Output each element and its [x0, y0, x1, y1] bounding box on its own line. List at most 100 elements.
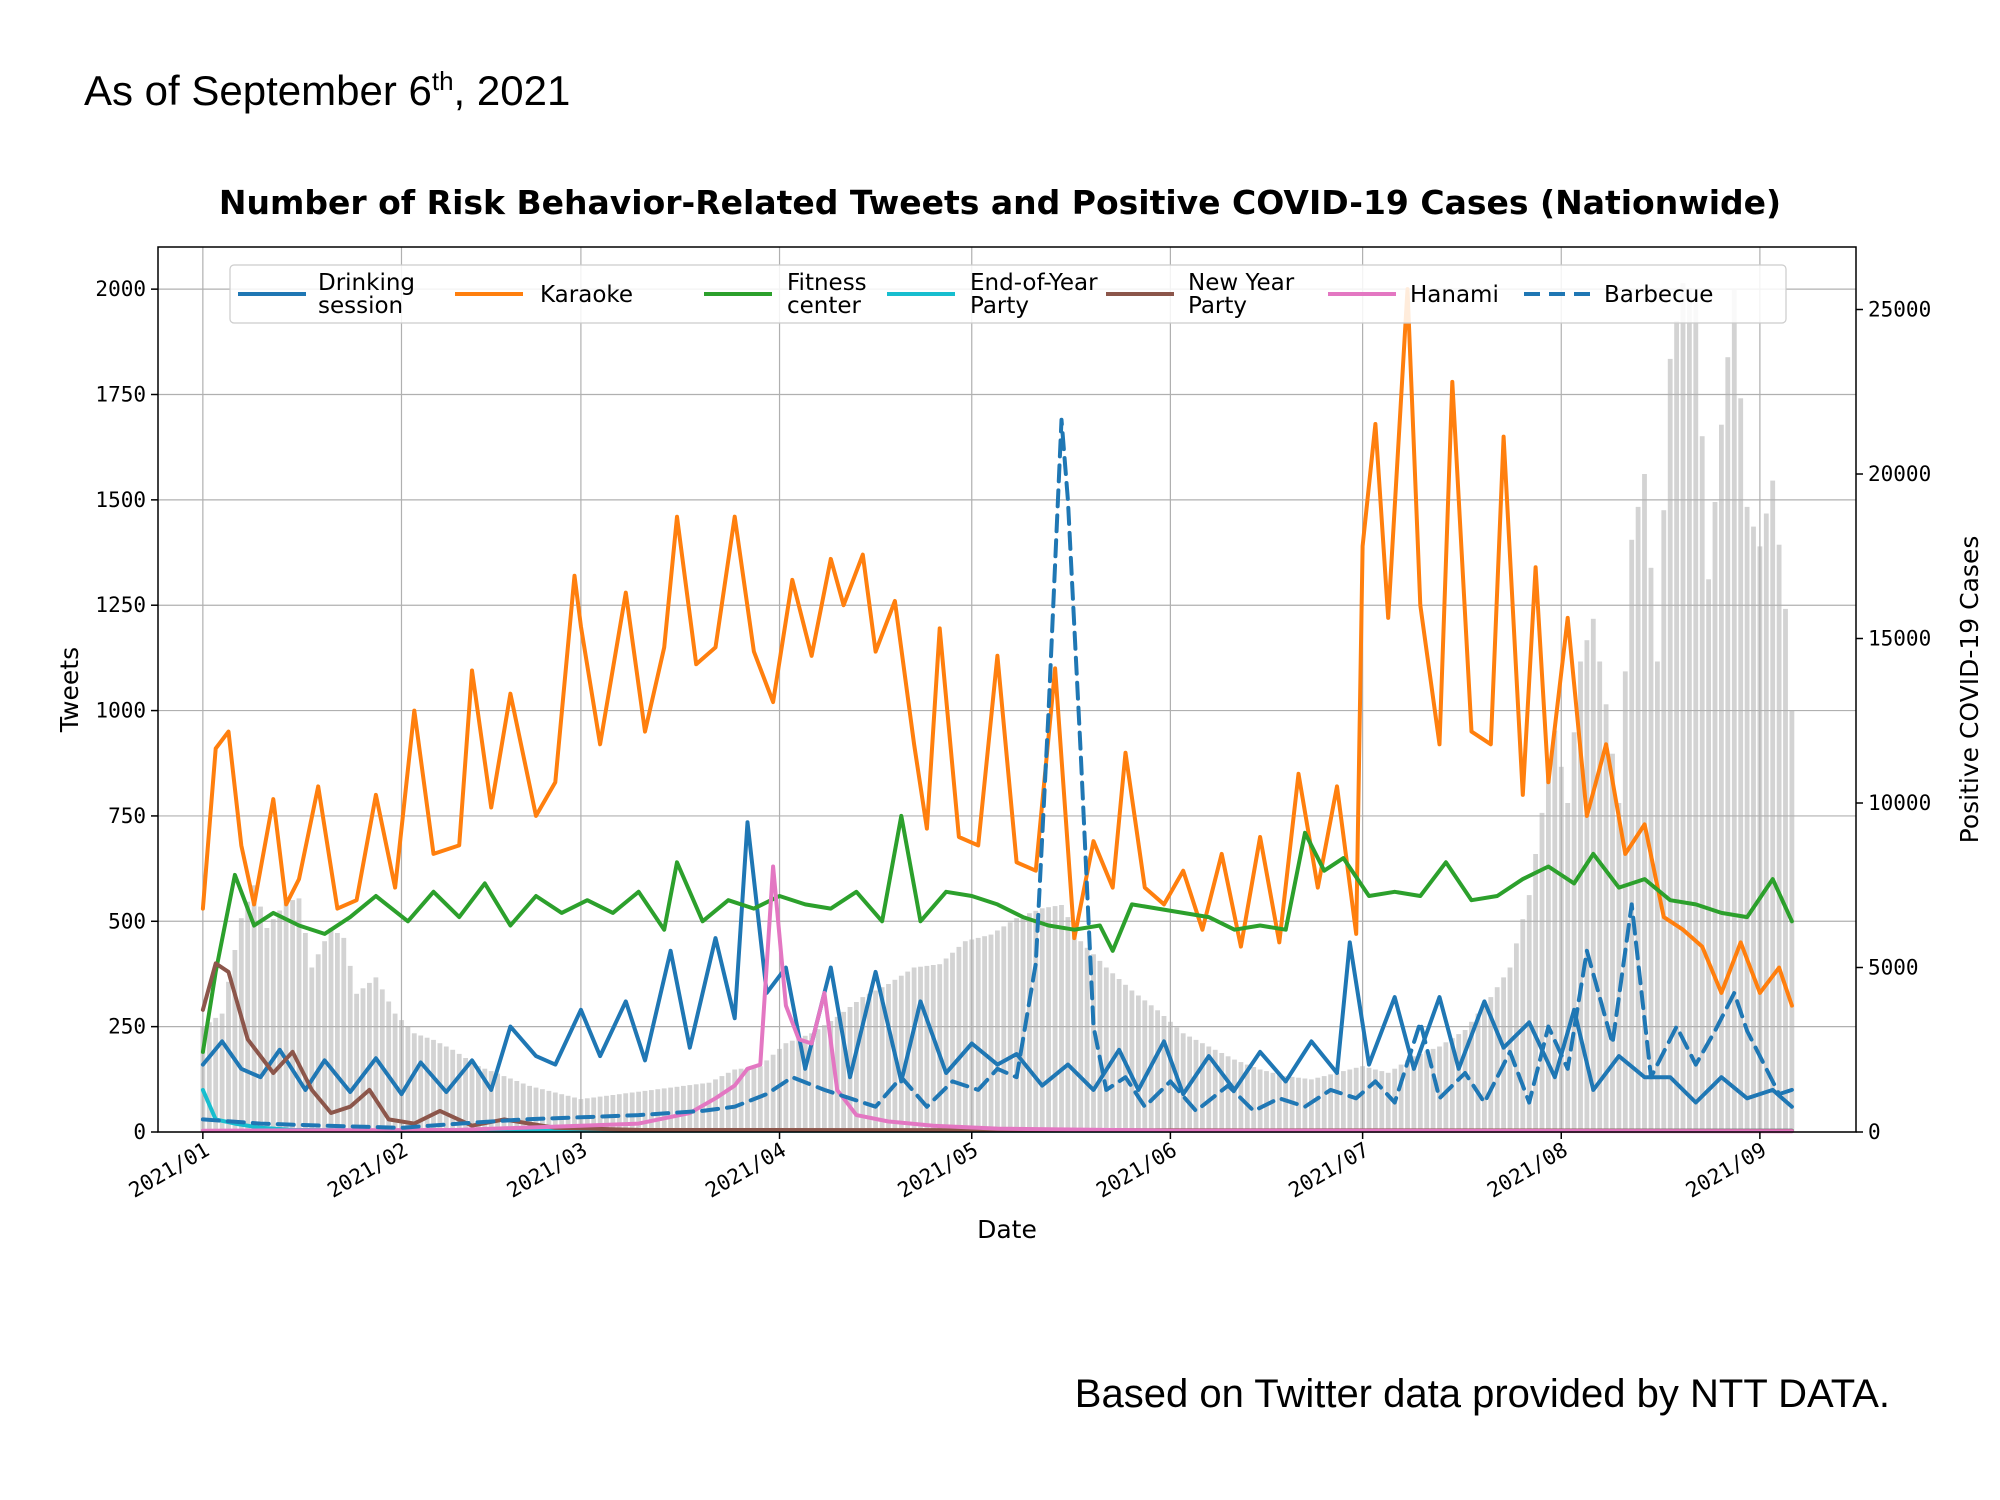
- cases-bar: [661, 1088, 667, 1132]
- cases-bar: [1661, 510, 1667, 1132]
- cases-bar: [1565, 803, 1571, 1132]
- cases-bar: [1001, 926, 1007, 1132]
- cases-bar: [514, 1081, 520, 1132]
- cases-bar: [1680, 283, 1686, 1132]
- x-tick-label: 2021/01: [125, 1138, 214, 1203]
- cases-bar: [1475, 1013, 1481, 1132]
- y2-tick-label: 20000: [1868, 462, 1931, 486]
- cases-bar: [450, 1049, 456, 1132]
- cases-bar: [828, 1021, 834, 1132]
- cases-bar: [1456, 1034, 1462, 1132]
- cases-bar: [1014, 918, 1019, 1132]
- cases-bar: [1725, 357, 1731, 1132]
- cases-bar: [982, 936, 987, 1132]
- cases-bar: [841, 1011, 846, 1132]
- cases-bar: [1123, 984, 1128, 1132]
- cases-bar: [277, 910, 283, 1132]
- y2-tick-label: 10000: [1868, 791, 1931, 815]
- y-tick-label: 0: [133, 1120, 146, 1144]
- cases-bar: [354, 993, 359, 1132]
- cases-bar: [1315, 1077, 1321, 1132]
- cases-bar: [1251, 1067, 1257, 1132]
- cases-bar: [232, 950, 238, 1132]
- as-of-date-note: As of September 6th, 2021: [84, 66, 571, 114]
- cases-bar: [1642, 474, 1647, 1132]
- cases-bar: [1411, 1056, 1417, 1132]
- y2-tick-label: 25000: [1868, 298, 1931, 322]
- cases-bar: [1417, 1053, 1423, 1132]
- cases-bar: [495, 1073, 500, 1132]
- cases-bar: [854, 1002, 859, 1132]
- cases-bar: [706, 1082, 712, 1132]
- cases-bar: [322, 941, 327, 1132]
- y-tick-label: 1750: [95, 383, 146, 407]
- cases-bar: [1443, 1042, 1449, 1132]
- cases-bar: [1584, 640, 1590, 1132]
- cases-bar: [341, 937, 347, 1132]
- cases-bar: [1719, 424, 1724, 1132]
- cases-bar: [238, 918, 244, 1132]
- y-tick-label: 1000: [95, 699, 146, 723]
- cases-bar: [533, 1087, 539, 1132]
- legend-label: Hanami: [1410, 282, 1499, 308]
- cases-bar: [591, 1097, 597, 1132]
- cases-bar: [411, 1033, 417, 1132]
- cases-bar: [911, 967, 917, 1132]
- cases-bar: [251, 885, 257, 1132]
- cases-bar: [1200, 1043, 1205, 1132]
- cases-bar: [219, 1013, 225, 1132]
- right-y-axis-label: Positive COVID-19 Cases: [1955, 536, 1984, 844]
- cases-bar: [1462, 1030, 1468, 1132]
- cases-bar: [508, 1078, 513, 1132]
- cases-bar: [1373, 1069, 1378, 1132]
- cases-bar: [373, 977, 379, 1132]
- cases-bar: [1110, 973, 1116, 1132]
- cases-bar: [1084, 947, 1090, 1132]
- x-tick-label: 2021/07: [1284, 1138, 1373, 1203]
- drinking-session-line: [200, 820, 1794, 1109]
- cases-bar: [930, 965, 936, 1132]
- fitness-center-line: [200, 813, 1794, 1054]
- y-tick-label: 1500: [95, 488, 146, 512]
- cases-bar: [1334, 1072, 1340, 1132]
- legend-label: Karaoke: [540, 282, 633, 308]
- cases-bar: [1341, 1071, 1346, 1132]
- cases-bar: [309, 967, 315, 1132]
- cases-bar: [1578, 661, 1583, 1132]
- cases-bar: [335, 933, 340, 1132]
- cases-bar: [1244, 1064, 1250, 1132]
- cases-bar: [1674, 321, 1679, 1132]
- cases-bar: [1539, 812, 1545, 1132]
- cases-bar: [757, 1066, 763, 1132]
- cases-bar: [1482, 1005, 1487, 1132]
- cases-bar: [1770, 480, 1776, 1133]
- cases-bar: [1276, 1074, 1282, 1132]
- cases-bar: [1155, 1010, 1160, 1132]
- cases-bar: [1783, 608, 1788, 1132]
- cases-bar: [937, 964, 943, 1132]
- cases-bar: [1507, 967, 1513, 1132]
- cases-bar: [924, 965, 930, 1132]
- x-tick-label: 2021/08: [1483, 1138, 1572, 1203]
- x-tick-label: 2021/03: [503, 1138, 592, 1203]
- cases-bar: [1379, 1071, 1385, 1132]
- cases-bar: [1597, 661, 1603, 1132]
- cases-bar: [303, 933, 308, 1132]
- y2-tick-label: 15000: [1868, 627, 1931, 651]
- cases-bar: [1610, 753, 1615, 1132]
- cases-bar: [738, 1068, 744, 1132]
- cases-bar: [1091, 954, 1096, 1132]
- cases-bar: [1027, 913, 1032, 1132]
- cases-bar: [1398, 1064, 1404, 1132]
- cases-bar: [649, 1090, 654, 1132]
- cases-bar: [206, 1022, 212, 1132]
- cases-bar: [418, 1035, 424, 1132]
- y-tick-label: 1250: [95, 593, 146, 617]
- cases-bar: [822, 1025, 827, 1132]
- chart-title: Number of Risk Behavior-Related Tweets a…: [218, 183, 1782, 222]
- cases-bar: [789, 1040, 795, 1132]
- x-tick-label: 2021/04: [701, 1138, 790, 1203]
- cases-bar: [898, 975, 904, 1132]
- cases-bar: [1744, 506, 1750, 1132]
